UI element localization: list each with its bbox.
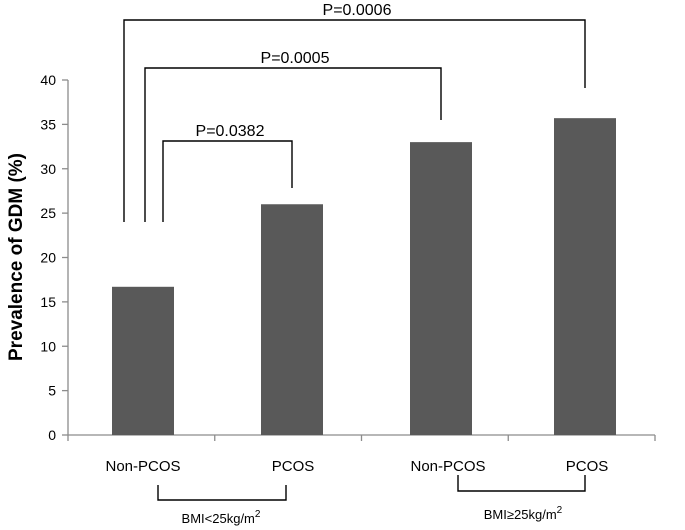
p-value-label: P=0.0005 (261, 50, 330, 67)
group-label-superscript: 2 (255, 509, 261, 520)
comparison-bracket (144, 67, 442, 222)
category-label: PCOS (566, 458, 609, 475)
significance-brackets: P=0.0382 P=0.0005 P=0.0006 (123, 2, 586, 222)
category-label: Non-PCOS (105, 458, 180, 475)
y-tick-label: 25 (40, 205, 56, 221)
group-label: BMI<25kg/m2 (182, 509, 261, 526)
y-tick-label: 30 (40, 161, 56, 177)
y-tick-label: 15 (40, 294, 56, 310)
y-axis-title: Prevalence of GDM (%) (6, 153, 27, 361)
y-tick-label: 5 (48, 383, 56, 399)
p-value-label: P=0.0382 (196, 123, 265, 140)
y-axis: 0 5 10 15 20 25 30 35 40 (40, 72, 69, 443)
p-value-label: P=0.0006 (323, 2, 392, 19)
bmi-group-brackets: BMI<25kg/m2 BMI≥25kg/m2 (157, 475, 586, 526)
group-label-superscript: 2 (557, 505, 563, 516)
bar-1 (112, 286, 174, 435)
y-tick-label: 40 (40, 72, 56, 88)
bars (112, 118, 616, 435)
category-label: Non-PCOS (410, 458, 485, 475)
bar-4 (554, 118, 616, 435)
x-axis: Non-PCOS PCOS Non-PCOS PCOS (67, 434, 656, 475)
group-bracket (457, 475, 586, 492)
bar-3 (410, 142, 472, 435)
y-tick-label: 10 (40, 338, 56, 354)
y-tick-label: 20 (40, 250, 56, 266)
comparison-bracket (162, 140, 293, 222)
comparison-bracket (123, 19, 586, 222)
y-tick-label: 35 (40, 116, 56, 132)
group-bracket (157, 485, 287, 501)
bar-2 (261, 204, 323, 435)
group-label: BMI≥25kg/m2 (484, 505, 563, 522)
y-tick-label: 0 (48, 427, 56, 443)
category-label: PCOS (272, 458, 315, 475)
